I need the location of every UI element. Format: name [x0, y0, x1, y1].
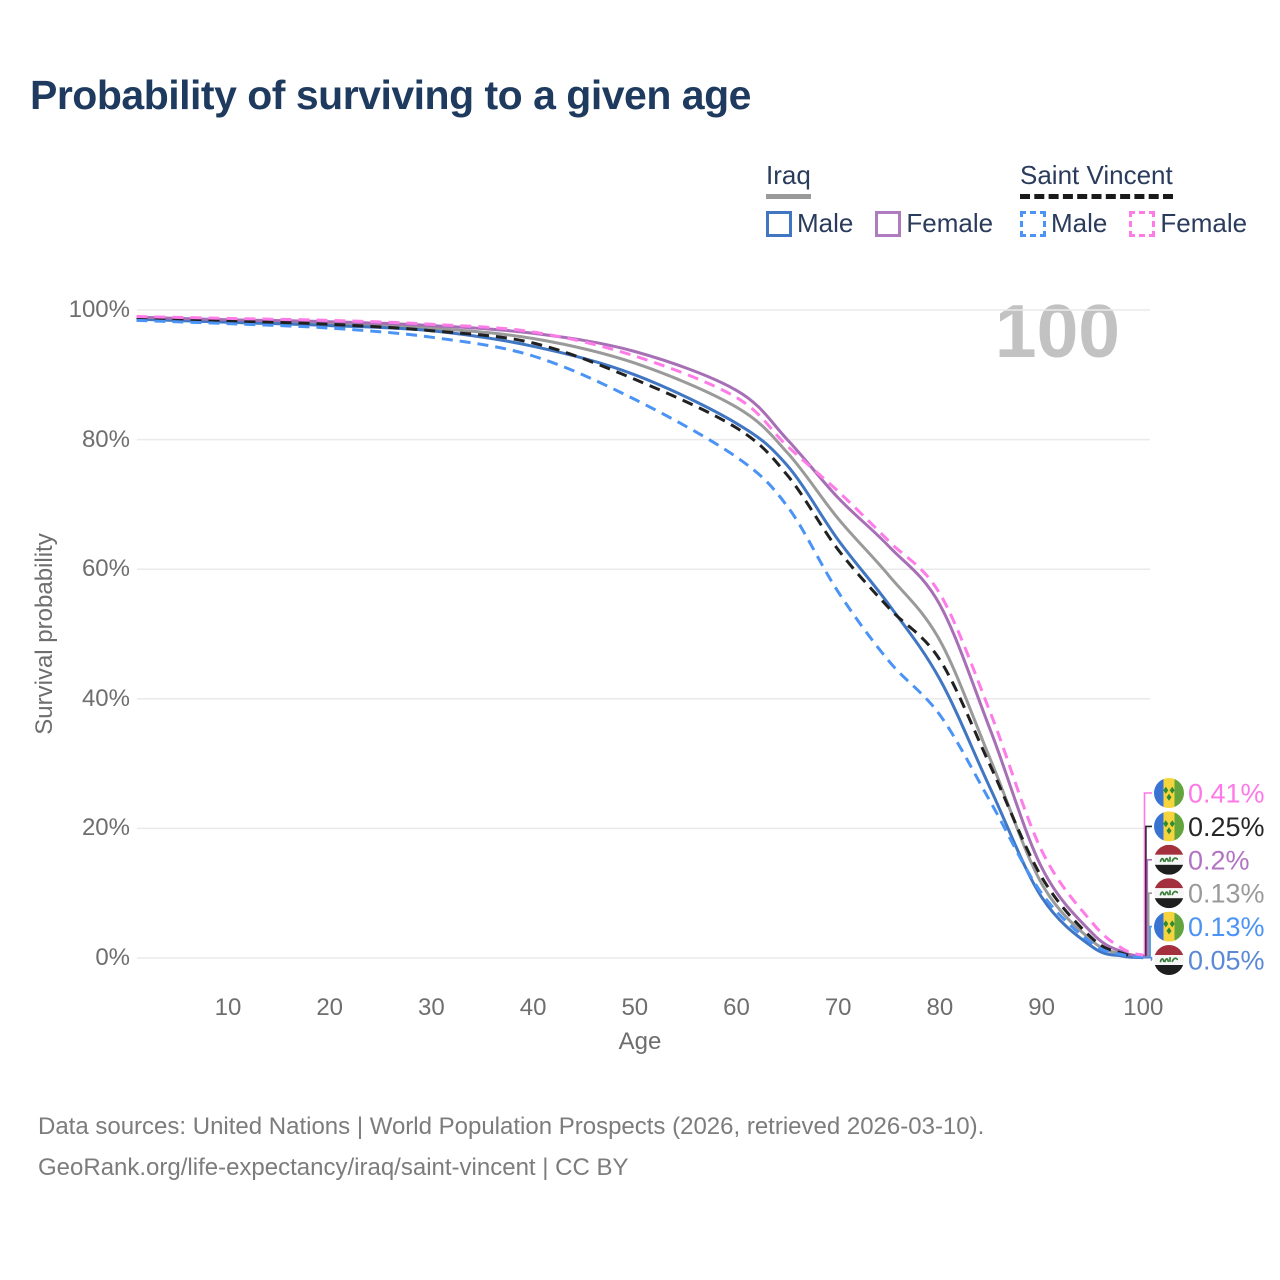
- y-tick-label: 0%: [95, 944, 130, 971]
- curve-iraq_male: [136, 317, 1144, 960]
- iraq-flag-icon: [1154, 945, 1184, 975]
- end-labels: 0.41%0.25%0.2% 0.13%0.13% 0.05%: [1143, 778, 1265, 976]
- legend-item-iraq-male-label: Male: [797, 208, 854, 238]
- legend-item-iraq-male[interactable]: Male: [766, 208, 853, 239]
- legend-item-iraq-female-label: Female: [906, 208, 994, 238]
- x-axis-title: Age: [618, 1028, 662, 1055]
- y-tick-label: 100%: [68, 296, 130, 323]
- legend-swatch-iraq-female: [875, 210, 902, 237]
- legend-group-iraq: Iraq Male Female: [766, 160, 993, 239]
- x-tick-label: 10: [214, 994, 242, 1021]
- end-label-connector-sv_female: [1143, 792, 1152, 957]
- page-title: Probability of surviving to a given age: [30, 72, 751, 118]
- curve-sv_female: [136, 315, 1144, 957]
- saint-vincent-flag-icon: [1154, 811, 1184, 842]
- iraq-flag-icon: [1154, 878, 1184, 909]
- end-label-value-sv_total: 0.25%: [1188, 812, 1265, 842]
- curve-sv_male: [136, 318, 1144, 959]
- end-label-value-sv_female: 0.41%: [1188, 779, 1265, 809]
- legend-item-saint-vincent-male[interactable]: Male: [1020, 208, 1107, 239]
- legend-swatch-saint-vincent-male: [1020, 210, 1046, 237]
- footer-url: GeoRank.org/life-expectancy/iraq/saint-v…: [38, 1154, 629, 1181]
- age-counter-watermark: 100: [994, 289, 1120, 373]
- curve-iraq_female: [136, 315, 1144, 959]
- footer: Data sources: United Nations | World Pop…: [38, 1106, 984, 1188]
- x-tick-label: 90: [1028, 994, 1055, 1021]
- end-label-value-iraq_male: 0.05%: [1188, 946, 1265, 976]
- end-label-connector-iraq_male: [1143, 956, 1153, 961]
- x-tick-label: 80: [926, 994, 954, 1021]
- saint-vincent-flag-icon: [1154, 778, 1184, 808]
- y-axis-title: Survival probability: [31, 533, 58, 735]
- x-tick-label: 60: [723, 994, 750, 1021]
- iraq-flag-icon: [1154, 844, 1184, 875]
- legend-item-saint-vincent-female-label: Female: [1160, 208, 1248, 238]
- x-tick-label: 40: [519, 994, 547, 1021]
- x-tick-label: 70: [824, 994, 852, 1021]
- x-tick-label: 30: [418, 994, 445, 1021]
- gridlines: [137, 309, 1150, 959]
- legend-group-saint-vincent-title: Saint Vincent: [1020, 160, 1173, 199]
- y-tick-label: 40%: [81, 684, 130, 712]
- y-tick-label: 60%: [81, 555, 130, 583]
- legend-item-saint-vincent-female[interactable]: Female: [1129, 208, 1247, 239]
- end-label-value-sv_male: 0.13%: [1188, 912, 1265, 942]
- y-tick-label: 20%: [81, 814, 130, 842]
- legend-item-iraq-female[interactable]: Female: [875, 208, 993, 239]
- x-tick-label: 100: [1123, 994, 1164, 1021]
- end-label-value-iraq_female: 0.2%: [1188, 845, 1250, 875]
- legend-group-iraq-title: Iraq: [766, 160, 811, 199]
- x-tick-label: 20: [316, 994, 344, 1021]
- curve-iraq_total: [136, 316, 1144, 959]
- end-label-value-iraq_total: 0.13%: [1188, 879, 1265, 909]
- x-tick-label: 50: [621, 994, 649, 1021]
- legend-group-saint-vincent: Saint Vincent Male Female: [1020, 160, 1247, 239]
- legend-swatch-iraq-male: [766, 210, 792, 237]
- legend-swatch-saint-vincent-female: [1129, 210, 1156, 237]
- survival-curves: [136, 315, 1144, 960]
- footer-data-sources: Data sources: United Nations | World Pop…: [38, 1113, 985, 1140]
- curve-sv_total: [136, 316, 1144, 958]
- saint-vincent-flag-icon: [1154, 911, 1184, 942]
- legend-item-saint-vincent-male-label: Male: [1051, 208, 1108, 238]
- y-tick-label: 80%: [81, 425, 130, 453]
